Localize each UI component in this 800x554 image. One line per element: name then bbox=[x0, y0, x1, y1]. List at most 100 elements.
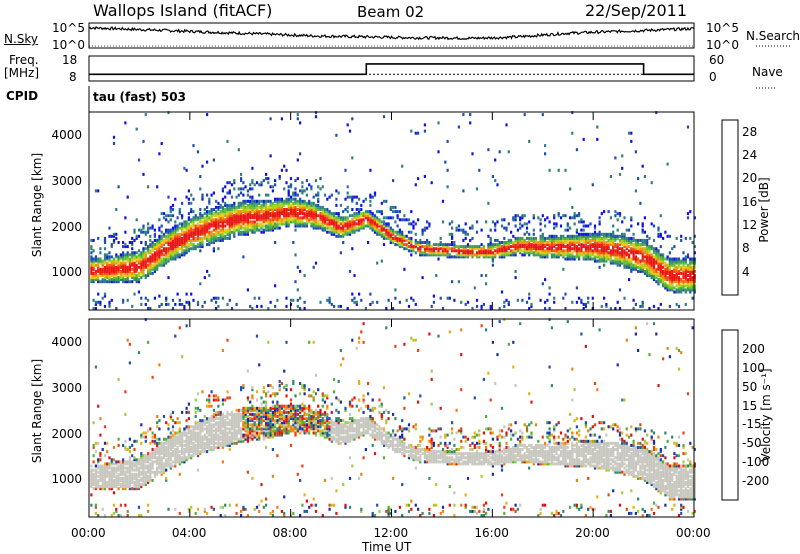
heatmap-cell bbox=[675, 257, 678, 261]
heatmap-cell bbox=[233, 181, 236, 185]
heatmap-cell bbox=[292, 298, 295, 302]
heatmap-cell bbox=[355, 208, 358, 211]
heatmap-cell bbox=[167, 220, 170, 224]
heatmap-cell bbox=[271, 214, 274, 218]
heatmap-cell bbox=[623, 263, 626, 267]
heatmap-cell bbox=[401, 243, 404, 247]
heatmap-cell bbox=[103, 483, 107, 487]
heatmap-cell bbox=[140, 454, 143, 458]
heatmap-cell bbox=[475, 247, 479, 251]
heatmap-cell bbox=[675, 261, 678, 265]
heatmap-cell bbox=[569, 238, 572, 242]
heatmap-cell bbox=[124, 274, 127, 277]
heatmap-cell bbox=[589, 255, 592, 259]
heatmap-cell bbox=[117, 241, 120, 244]
heatmap-cell bbox=[156, 261, 159, 265]
heatmap-cell bbox=[221, 402, 224, 406]
heatmap-cell bbox=[373, 216, 377, 220]
heatmap-cell bbox=[441, 220, 445, 224]
heatmap-cell bbox=[219, 505, 222, 509]
heatmap-cell bbox=[196, 218, 200, 222]
heatmap-cell bbox=[634, 267, 637, 271]
heatmap-cell bbox=[92, 445, 95, 449]
heatmap-cell bbox=[210, 423, 213, 427]
heatmap-cell bbox=[158, 294, 161, 298]
heatmap-cell bbox=[662, 255, 665, 259]
heatmap-cell bbox=[240, 177, 243, 181]
heatmap-cell bbox=[643, 263, 646, 267]
heatmap-cell bbox=[162, 456, 166, 460]
heatmap-cell bbox=[460, 245, 463, 249]
heatmap-cell bbox=[233, 187, 236, 191]
heatmap-cell bbox=[337, 230, 340, 234]
heatmap-cell bbox=[471, 251, 474, 255]
heatmap-cell bbox=[108, 470, 111, 474]
heatmap-cell bbox=[634, 243, 637, 247]
heatmap-cell bbox=[435, 247, 438, 251]
heatmap-cell bbox=[201, 427, 204, 431]
heatmap-cell bbox=[151, 431, 154, 435]
heatmap-cell bbox=[135, 487, 138, 491]
heatmap-cell bbox=[299, 269, 302, 273]
heatmap-cell bbox=[344, 232, 347, 236]
heatmap-cell bbox=[346, 216, 349, 220]
heatmap-cell bbox=[237, 429, 240, 433]
heatmap-cell bbox=[591, 234, 594, 238]
heatmap-cell bbox=[362, 199, 365, 203]
heatmap-cell bbox=[142, 139, 145, 143]
heatmap-cell bbox=[265, 203, 268, 207]
heatmap-cell bbox=[237, 421, 240, 425]
heatmap-cell bbox=[190, 425, 193, 429]
heatmap-cell bbox=[503, 243, 506, 247]
heatmap-cell bbox=[593, 259, 597, 263]
heatmap-cell bbox=[525, 245, 529, 249]
heatmap-cell bbox=[208, 448, 211, 451]
heatmap-cell bbox=[253, 435, 256, 439]
heatmap-cell bbox=[346, 191, 349, 195]
heatmap-cell bbox=[689, 284, 692, 288]
heatmap-cell bbox=[292, 216, 295, 220]
heatmap-cell bbox=[131, 236, 134, 240]
heatmap-cell bbox=[137, 351, 141, 355]
heatmap-cell bbox=[317, 226, 320, 230]
heatmap-cell bbox=[496, 238, 499, 242]
heatmap-cell bbox=[369, 193, 372, 197]
heatmap-cell bbox=[659, 271, 662, 275]
heatmap-cell bbox=[587, 236, 590, 240]
heatmap-cell bbox=[147, 509, 150, 513]
heatmap-cell bbox=[221, 208, 224, 211]
heatmap-cell bbox=[251, 166, 254, 170]
heatmap-cell bbox=[680, 278, 683, 282]
heatmap-cell bbox=[262, 218, 265, 222]
heatmap-cell bbox=[167, 302, 170, 306]
heatmap-cell bbox=[187, 507, 190, 511]
heatmap-cell bbox=[489, 238, 492, 242]
heatmap-cell bbox=[199, 224, 202, 228]
heatmap-cell bbox=[355, 218, 358, 222]
heatmap-cell bbox=[94, 441, 97, 445]
heatmap-cell bbox=[99, 280, 102, 284]
heatmap-cell bbox=[174, 443, 177, 447]
heatmap-cell bbox=[215, 296, 218, 300]
heatmap-cell bbox=[206, 228, 209, 232]
heatmap-cell bbox=[210, 390, 213, 394]
heatmap-cell bbox=[167, 111, 170, 115]
heatmap-cell bbox=[455, 253, 458, 257]
heatmap-cell bbox=[149, 265, 152, 269]
heatmap-cell bbox=[97, 269, 100, 273]
heatmap-cell bbox=[614, 255, 617, 259]
heatmap-cell bbox=[691, 296, 694, 300]
heatmap-cell bbox=[183, 427, 186, 431]
heatmap-cell bbox=[255, 203, 259, 207]
heatmap-cell bbox=[126, 267, 129, 271]
heatmap-cell bbox=[126, 481, 129, 484]
heatmap-cell bbox=[684, 278, 687, 282]
heatmap-cell bbox=[630, 261, 633, 265]
heatmap-cell bbox=[158, 152, 161, 156]
heatmap-cell bbox=[246, 431, 249, 435]
heatmap-cell bbox=[135, 485, 138, 489]
heatmap-cell bbox=[693, 269, 696, 273]
heatmap-cell bbox=[174, 224, 177, 228]
heatmap-cell bbox=[569, 245, 572, 249]
heatmap-cell bbox=[137, 257, 141, 261]
